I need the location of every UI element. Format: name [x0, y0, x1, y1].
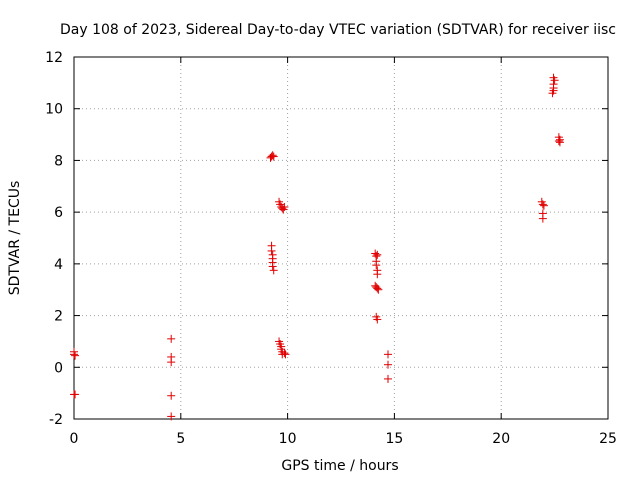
data-point	[167, 391, 176, 400]
data-point	[280, 202, 289, 211]
data-point	[550, 76, 559, 85]
y-tick-label: 12	[45, 50, 63, 66]
tick-labels: 0 5 10 15 20 25 -2 0 2 4 6 8 10 12	[45, 50, 617, 447]
data-point	[373, 284, 382, 293]
chart-title: Day 108 of 2023, Sidereal Day-to-day VTE…	[60, 22, 616, 38]
x-axis-label: GPS time / hours	[281, 458, 398, 474]
data-point	[383, 360, 392, 369]
data-point	[383, 374, 392, 383]
data-point	[555, 138, 564, 147]
data-point	[269, 152, 278, 161]
data-point	[278, 204, 287, 213]
plot-frame	[73, 56, 609, 420]
data-point	[548, 89, 557, 98]
data-point	[267, 246, 276, 255]
data-point	[281, 350, 290, 359]
y-tick-label: 6	[54, 205, 63, 221]
x-tick-label: 20	[492, 431, 510, 447]
data-point	[554, 137, 563, 146]
data-point	[268, 262, 277, 271]
data-point	[372, 261, 381, 270]
y-tick-label: 0	[54, 360, 63, 376]
data-point	[71, 390, 80, 399]
data-point	[167, 412, 176, 421]
y-tick-label: -2	[49, 412, 63, 428]
data-point	[538, 200, 547, 209]
data-point	[268, 151, 277, 160]
y-tick-label: 10	[45, 102, 63, 118]
x-tick-label: 10	[279, 431, 297, 447]
data-point	[373, 250, 382, 259]
data-point	[280, 349, 289, 358]
x-tick-label: 0	[70, 431, 79, 447]
data-point	[269, 266, 278, 275]
data-point	[167, 358, 176, 367]
data-point	[373, 270, 382, 279]
data-point	[383, 350, 392, 359]
data-point	[70, 350, 78, 359]
y-tick-label: 8	[54, 153, 63, 169]
data-point	[167, 334, 176, 343]
y-tick-label: 2	[54, 309, 63, 325]
x-tick-label: 5	[176, 431, 185, 447]
data-point	[538, 214, 547, 223]
data-point	[539, 201, 548, 210]
grid-lines	[74, 57, 608, 419]
x-tick-label: 15	[385, 431, 403, 447]
data-point	[373, 315, 382, 324]
y-tick-label: 4	[54, 257, 63, 273]
y-axis-label: SDTVAR / TECUs	[7, 181, 23, 296]
data-point	[374, 285, 383, 294]
axis-ticks	[73, 56, 609, 420]
x-tick-label: 25	[599, 431, 617, 447]
data-point	[71, 351, 80, 360]
data-points	[70, 73, 564, 421]
